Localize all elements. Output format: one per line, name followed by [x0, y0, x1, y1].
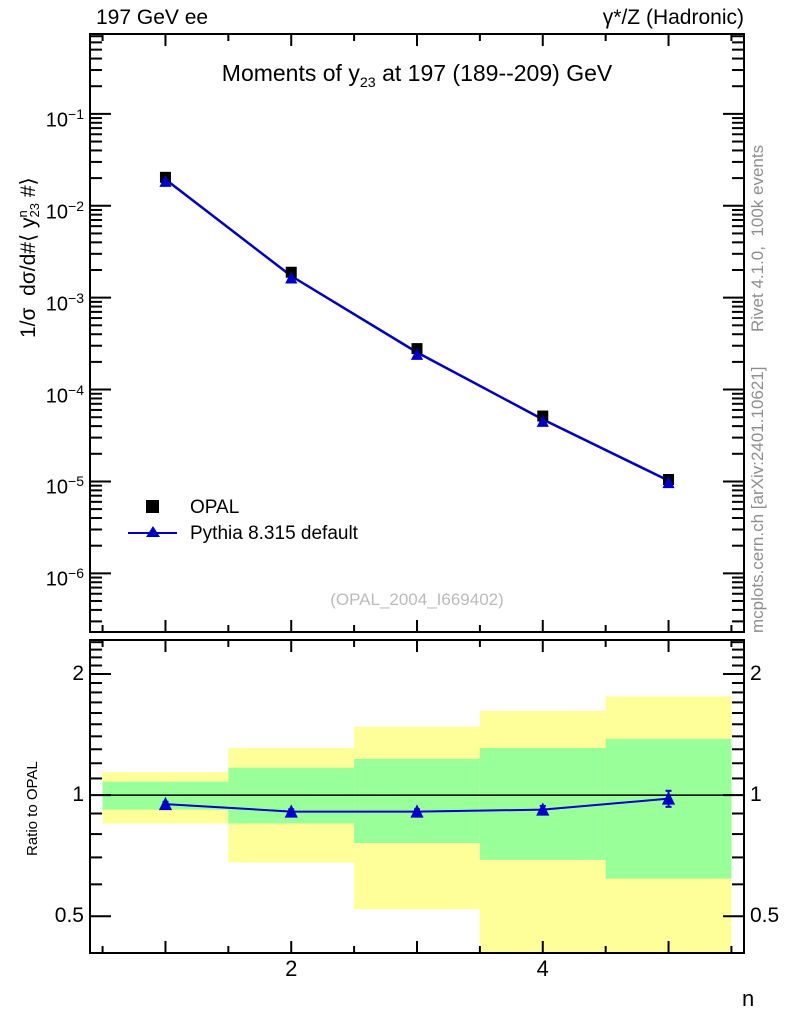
plot-title: Moments of y23 at 197 (189--209) GeV [221, 60, 613, 92]
ratio-tick-label: 2 [72, 662, 84, 686]
generator-version-note: Rivet 4.1.0, 100k events [748, 144, 767, 332]
ratio-tick-label-right: 0.5 [750, 904, 780, 928]
legend-item-opal: OPAL [190, 497, 240, 518]
pythia-data-marker [159, 174, 172, 187]
mcplots-reference-note: mcplots.cern.ch [arXiv:2401.10621] [748, 366, 767, 633]
title-subscript: 23 [359, 75, 376, 92]
ratio-data-marker [536, 802, 550, 816]
main-panel-frame [89, 33, 745, 633]
y-tick-label: 10−1 [45, 105, 84, 132]
pythia-data-marker [536, 414, 549, 427]
pythia-data-marker [662, 476, 675, 489]
ratio-data-marker [410, 804, 424, 818]
ratio-data-marker [284, 804, 298, 818]
green-uncertainty-band [605, 738, 732, 879]
x-tick-label: 2 [285, 956, 298, 981]
y-tick-label: 10−3 [45, 289, 84, 316]
beam-energy-label: 197 GeV ee [96, 6, 209, 29]
ratio-data-marker [661, 791, 676, 805]
pythia-data-marker [410, 347, 424, 360]
ratio-data-marker [158, 796, 173, 811]
ratio-axis-label: Ratio to OPAL [24, 761, 41, 856]
y-tick-label: 10−5 [45, 473, 84, 500]
x-axis-label: n [742, 986, 755, 1011]
x-tick-label: 4 [536, 956, 549, 981]
ratio-tick-label-right: 2 [750, 662, 762, 686]
ratio-tick-label: 0.5 [54, 904, 84, 928]
pythia-line [164, 178, 670, 482]
process-label: γ*/Z (Hadronic) [602, 6, 744, 29]
y-tick-label: 10−6 [45, 565, 84, 591]
legend-item-pythia: Pythia 8.315 default [190, 523, 358, 544]
legend-triangle-marker [146, 526, 160, 537]
pythia-data-marker [285, 271, 298, 284]
analysis-id-watermark: (OPAL_2004_I669402) [330, 590, 504, 609]
green-uncertainty-band [354, 758, 480, 844]
y-tick-label: 10−2 [45, 197, 84, 224]
y-tick-label: 10−4 [45, 381, 84, 408]
ratio-tick-label-right: 1 [750, 783, 762, 807]
ratio-tick-label: 1 [72, 783, 84, 807]
legend-square-marker [146, 500, 159, 513]
